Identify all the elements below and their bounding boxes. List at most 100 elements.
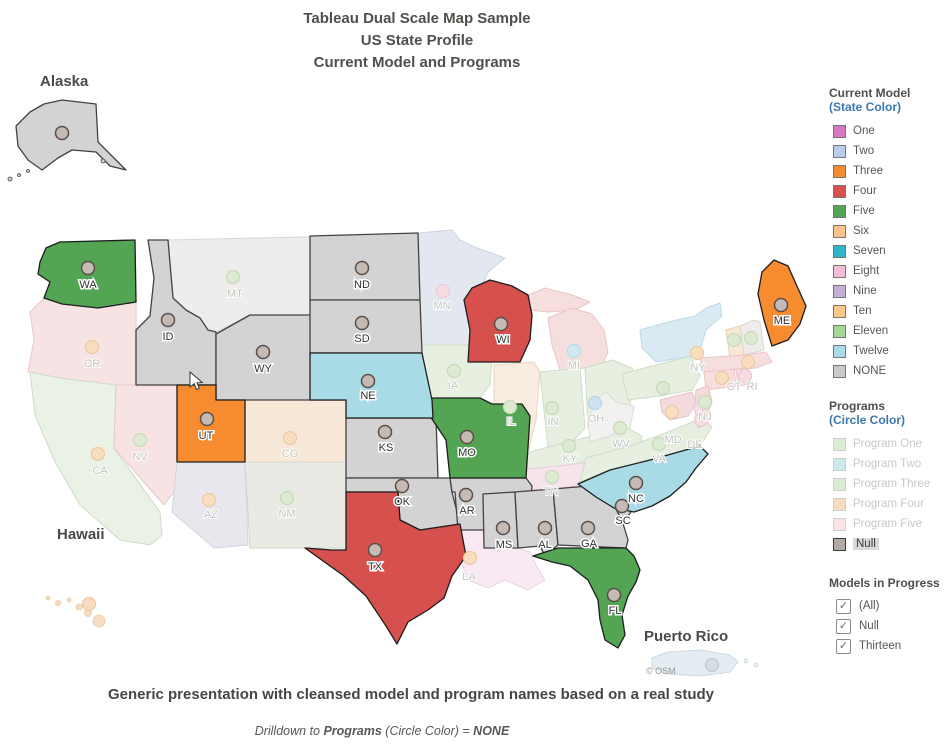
program-circle-mi[interactable]: [566, 343, 582, 359]
program-circle-hi[interactable]: [81, 596, 97, 612]
state-label-ne: NE: [360, 390, 375, 402]
model-legend-item-nine[interactable]: Nine: [829, 281, 943, 301]
program-circle-az[interactable]: [201, 492, 217, 508]
program-circle-ak[interactable]: [54, 125, 70, 141]
checkbox-label: (All): [859, 600, 880, 612]
program-legend-item-program-two[interactable]: Program Two: [829, 454, 943, 474]
legend-item-label: Nine: [853, 285, 877, 297]
state-label-al: AL: [538, 539, 551, 551]
program-circle-ut[interactable]: [199, 411, 215, 427]
programs-legend: Programs (Circle Color) Program One Progr…: [829, 399, 943, 554]
program-circle-ma[interactable]: [740, 354, 756, 370]
state-id[interactable]: [135, 239, 217, 386]
program-circle-mn[interactable]: [435, 283, 451, 299]
state-ny[interactable]: [639, 302, 723, 363]
state-or[interactable]: [27, 297, 137, 386]
program-circle-in[interactable]: [544, 400, 560, 416]
program-circle-ct[interactable]: [714, 370, 730, 386]
program-circle-ky[interactable]: [561, 438, 577, 454]
program-circle-ar[interactable]: [458, 487, 474, 503]
program-circle-ca[interactable]: [90, 446, 106, 462]
program-circle-pr[interactable]: [704, 657, 720, 673]
state-label-md: MD: [664, 434, 681, 446]
program-circle-co[interactable]: [282, 430, 298, 446]
current-model-legend-title: Current Model: [829, 86, 911, 100]
program-circle-ne[interactable]: [360, 373, 376, 389]
program-circle-id[interactable]: [160, 312, 176, 328]
state-nc[interactable]: [577, 445, 709, 513]
program-circle-nd[interactable]: [354, 260, 370, 276]
program-circle-va[interactable]: [651, 436, 667, 452]
state-md[interactable]: [659, 391, 697, 421]
program-circle-fl[interactable]: [606, 587, 622, 603]
state-fl[interactable]: [532, 547, 641, 649]
program-circle-sd[interactable]: [354, 315, 370, 331]
program-circle-nv[interactable]: [132, 432, 148, 448]
checkbox-icon[interactable]: ✓: [836, 618, 851, 634]
program-circle-mo[interactable]: [459, 429, 475, 445]
program-legend-item-program-four[interactable]: Program Four: [829, 494, 943, 514]
model-legend-item-one[interactable]: One: [829, 121, 943, 141]
program-circle-ok[interactable]: [394, 478, 410, 494]
drilldown-prefix: Drilldown to: [254, 724, 324, 738]
program-circle-tx[interactable]: [367, 542, 383, 558]
legend-panel: Current Model (State Color) One Two Three F…: [829, 86, 943, 656]
state-nm[interactable]: [244, 461, 347, 549]
program-circle-mt[interactable]: [225, 269, 241, 285]
program-circle-de[interactable]: [693, 412, 709, 428]
state-tx[interactable]: [304, 491, 467, 645]
program-circle-pa[interactable]: [655, 380, 671, 396]
model-legend-item-ten[interactable]: Ten: [829, 301, 943, 321]
model-legend-item-three[interactable]: Three: [829, 161, 943, 181]
state-mi[interactable]: [547, 307, 609, 371]
model-legend-item-six[interactable]: Six: [829, 221, 943, 241]
state-hi-islet: [75, 603, 83, 611]
program-legend-item-program-three[interactable]: Program Three: [829, 474, 943, 494]
model-legend-item-eleven[interactable]: Eleven: [829, 321, 943, 341]
program-circle-or[interactable]: [84, 339, 100, 355]
program-legend-item-program-five[interactable]: Program Five: [829, 514, 943, 534]
program-circle-sc[interactable]: [614, 498, 630, 514]
program-circle-nm[interactable]: [279, 490, 295, 506]
program-circle-ms[interactable]: [495, 520, 511, 536]
program-circle-md[interactable]: [664, 404, 680, 420]
model-legend-item-five[interactable]: Five: [829, 201, 943, 221]
program-legend-item-program-one[interactable]: Program One: [829, 434, 943, 454]
checkbox-icon[interactable]: ✓: [836, 638, 851, 654]
model-legend-item-eight[interactable]: Eight: [829, 261, 943, 281]
program-circle-al[interactable]: [537, 520, 553, 536]
program-circle-nj[interactable]: [697, 394, 713, 410]
program-circle-me[interactable]: [773, 297, 789, 313]
model-legend-item-four[interactable]: Four: [829, 181, 943, 201]
models-filter-row-thirteen: ✓ Thirteen: [836, 636, 943, 656]
program-circle-la[interactable]: [462, 550, 478, 566]
model-legend-item-two[interactable]: Two: [829, 141, 943, 161]
program-circle-il[interactable]: [502, 399, 518, 415]
checkbox-icon[interactable]: ✓: [836, 598, 851, 614]
legend-item-label: Six: [853, 225, 869, 237]
program-circle-ks[interactable]: [377, 424, 393, 440]
model-legend-item-none[interactable]: NONE: [829, 361, 943, 381]
model-legend-item-twelve[interactable]: Twelve: [829, 341, 943, 361]
state-ak[interactable]: [15, 99, 127, 171]
model-legend-item-seven[interactable]: Seven: [829, 241, 943, 261]
program-circle-wi[interactable]: [493, 316, 509, 332]
legend-item-label: Program Three: [853, 478, 931, 490]
program-circle-nh[interactable]: [743, 330, 759, 346]
program-circle-vt[interactable]: [726, 332, 742, 348]
swatch-icon: [833, 364, 846, 378]
program-circle-wv[interactable]: [612, 420, 628, 436]
program-circle-ia[interactable]: [446, 363, 462, 379]
program-circle-nc[interactable]: [628, 475, 644, 491]
program-circle-wa[interactable]: [80, 260, 96, 276]
program-circle-ny[interactable]: [689, 345, 705, 361]
program-circle-ri[interactable]: [737, 368, 753, 384]
state-label-in: IN: [548, 416, 559, 428]
program-circle-wy[interactable]: [255, 344, 271, 360]
program-legend-item-null[interactable]: Null: [829, 534, 943, 554]
state-mo[interactable]: [427, 397, 531, 479]
program-circle-tn[interactable]: [544, 469, 560, 485]
program-circle-ga[interactable]: [580, 520, 596, 536]
program-circle-oh[interactable]: [587, 395, 603, 411]
